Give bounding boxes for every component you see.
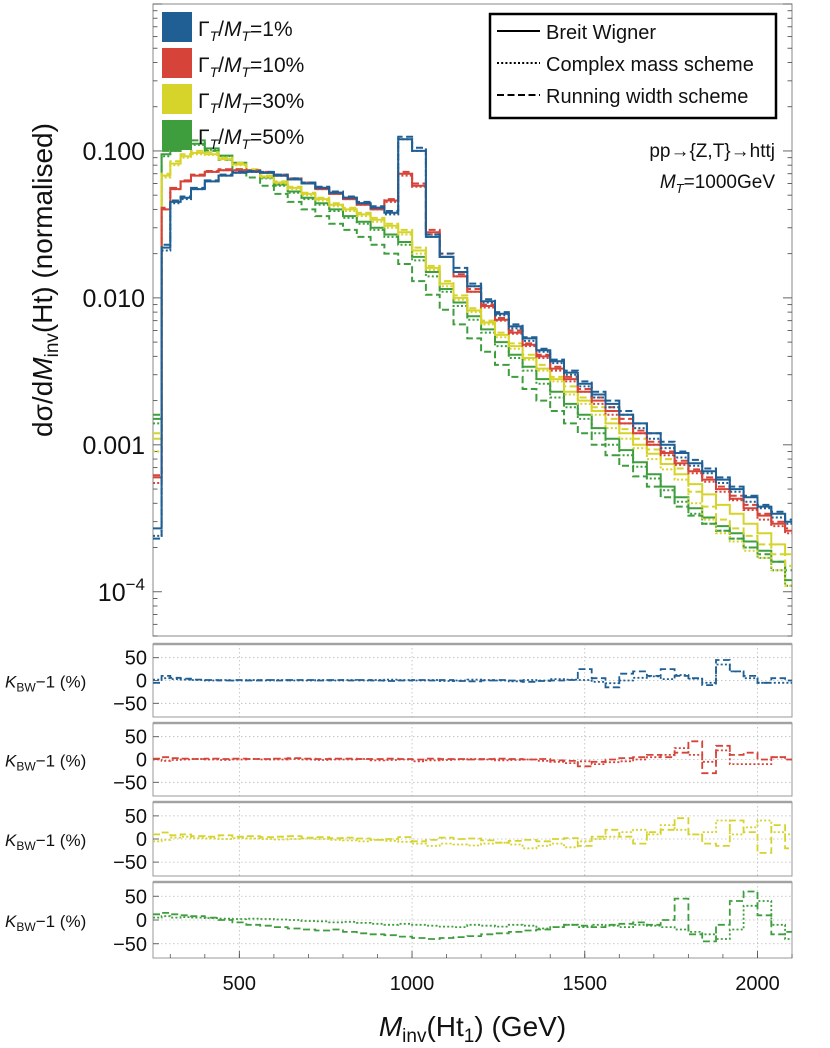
ratio-y-tick-label: 50 [125, 886, 147, 908]
ratio-y-label: KBW−1 (%) [5, 831, 86, 853]
x-axis-label: Minv(Ht1) (GeV) [379, 1011, 566, 1047]
ratio-dashed-line [153, 890, 792, 943]
y-tick-label: 0.100 [82, 138, 145, 166]
ratio-y-tick-label: 0 [136, 829, 147, 851]
ratio-y-tick-label: −50 [113, 693, 147, 715]
legend-width-label: ΓT/MT=30% [198, 90, 304, 116]
process-label: pp→{Z,T}→httj [649, 141, 775, 162]
y-tick-label: 10−4 [98, 575, 145, 607]
legend-width-label: ΓT/MT=50% [198, 126, 304, 152]
ratio-y-tick-label: −50 [113, 934, 147, 956]
ratio-y-tick-label: 50 [125, 806, 147, 828]
x-tick-label: 1000 [390, 973, 435, 995]
x-tick-label: 500 [223, 973, 256, 995]
legend-scheme-label: Breit Wigner [546, 22, 656, 44]
ratio-y-label: KBW−1 (%) [5, 752, 86, 774]
legend-swatch [162, 84, 192, 114]
ratio-panel-2 [153, 740, 792, 775]
legend-width-label: ΓT/MT=1% [198, 18, 293, 44]
legend-scheme-label: Complex mass scheme [546, 54, 754, 76]
series-30-dotted-line [153, 153, 792, 587]
x-tick-label: 1500 [563, 973, 608, 995]
legend-scheme-label: Running width scheme [546, 86, 748, 108]
x-tick-label: 2000 [735, 973, 780, 995]
ratio-dashed-line [153, 740, 792, 775]
series-50-dashed-line [153, 138, 792, 572]
y-axis-label: dσ/dMinv(Ht) (normalised) [27, 123, 63, 437]
series-10-dotted-line [153, 169, 792, 535]
series-10-dashed-line [153, 168, 792, 530]
ratio-y-tick-label: 50 [125, 727, 147, 749]
ratio-y-tick-label: 0 [136, 671, 147, 693]
legend-width-label: ΓT/MT=10% [198, 54, 304, 80]
main-frame [152, 3, 793, 637]
legend-swatch [162, 12, 192, 42]
ratio-y-tick-label: 50 [125, 648, 147, 670]
series-50-dotted-line [153, 143, 792, 587]
ratio-dashed-line [153, 659, 792, 689]
ratio-y-tick-label: 0 [136, 750, 147, 772]
ratio-y-tick-label: −50 [113, 852, 147, 874]
y-tick-label: 0.001 [82, 432, 145, 460]
ratio-dotted-line [153, 747, 792, 765]
y-tick-label: 0.010 [82, 285, 145, 313]
ratio-y-label: KBW−1 (%) [5, 912, 86, 934]
ratio-panel-4 [153, 890, 792, 943]
main-histograms [153, 135, 792, 587]
ratio-y-tick-label: 0 [136, 910, 147, 932]
mass-label: MT=1000GeV [660, 172, 775, 196]
ratio-dashed-line [153, 817, 792, 854]
ratio-y-tick-label: −50 [113, 772, 147, 794]
ratio-y-label: KBW−1 (%) [5, 673, 86, 695]
series-1-dashed-line [153, 135, 792, 540]
ratio-panel-3 [153, 817, 792, 854]
ratio-panel-1 [153, 659, 792, 689]
ratio-dotted-line [153, 900, 792, 940]
series-10-solid-line [153, 169, 792, 532]
ratio-frame [152, 881, 793, 959]
legend-swatch [162, 48, 192, 78]
series-30-solid-line [153, 151, 792, 556]
legend-swatch [162, 120, 192, 150]
